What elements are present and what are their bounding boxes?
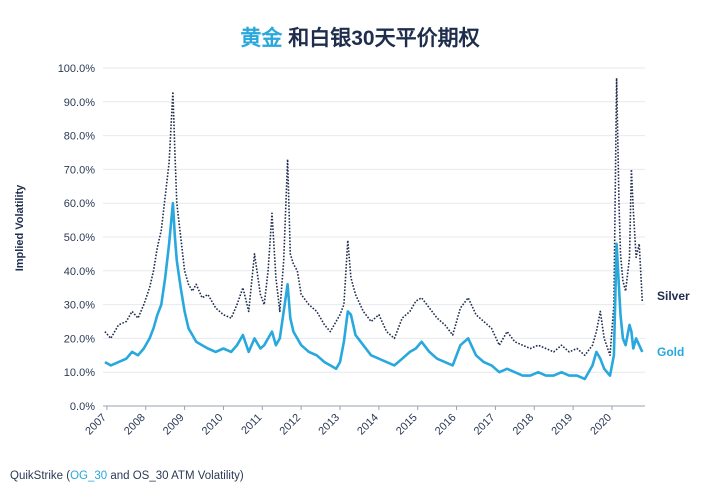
y-axis-label: Implied Volatility — [14, 184, 26, 272]
source-note: QuikStrike (OG_30 and OS_30 ATM Volatili… — [10, 470, 244, 482]
x-tick-label: 2015 — [394, 412, 420, 438]
source-link-og30[interactable]: OG_30 — [70, 470, 108, 482]
chart-title-rest: 和白银30天平价期权 — [282, 27, 480, 50]
chart-title-accent: 黄金 — [240, 27, 283, 50]
x-tick-label: 2010 — [200, 412, 226, 438]
y-tick-label: 20.0% — [64, 333, 95, 345]
x-tick-labels: 2007 2008 2009 2010 2011 2012 2013 2014 2015 2016… — [83, 406, 614, 437]
source-prefix: QuikStrike ( — [10, 470, 71, 482]
y-tick-label: 70.0% — [64, 164, 95, 176]
x-tick-label: 2011 — [239, 412, 264, 437]
y-tick-label: 30.0% — [64, 300, 95, 312]
y-tick-label: 60.0% — [64, 198, 95, 210]
x-tick-label: 2014 — [355, 412, 381, 438]
y-tick-label: 50.0% — [64, 232, 95, 244]
y-tick-label: 90.0% — [64, 97, 95, 109]
x-tick-label: 2020 — [588, 412, 614, 438]
y-tick-label: 0.0% — [70, 401, 95, 413]
legend-label-gold: Gold — [657, 345, 684, 359]
series-line-gold — [104, 201, 644, 381]
y-tick-labels: 0.0% 10.0% 20.0% 30.0% 40.0% 50.0% 60.0% 70.0% 8… — [58, 63, 96, 413]
chart-title: 黄金 和白银30天平价期权 — [0, 22, 720, 52]
y-tick-label: 100.0% — [58, 63, 96, 75]
x-tick-label: 2018 — [511, 412, 537, 438]
series-lines — [104, 77, 644, 381]
x-tick-label: 2013 — [316, 412, 342, 438]
y-tick-label: 80.0% — [64, 131, 95, 143]
y-tick-label: 40.0% — [64, 266, 95, 278]
x-tick-label: 2017 — [472, 412, 498, 438]
x-tick-label: 2019 — [549, 412, 575, 438]
x-tick-label: 2012 — [277, 412, 303, 438]
x-tick-label: 2009 — [161, 412, 187, 438]
x-tick-label: 2007 — [83, 412, 109, 438]
legend-label-silver: Silver — [657, 289, 690, 303]
source-suffix: and OS_30 ATM Volatility) — [107, 470, 244, 482]
series-end-labels: Silver Gold — [657, 289, 690, 359]
x-tick-label: 2008 — [122, 412, 148, 438]
y-tick-label: 10.0% — [64, 367, 95, 379]
x-tick-label: 2016 — [433, 412, 459, 438]
